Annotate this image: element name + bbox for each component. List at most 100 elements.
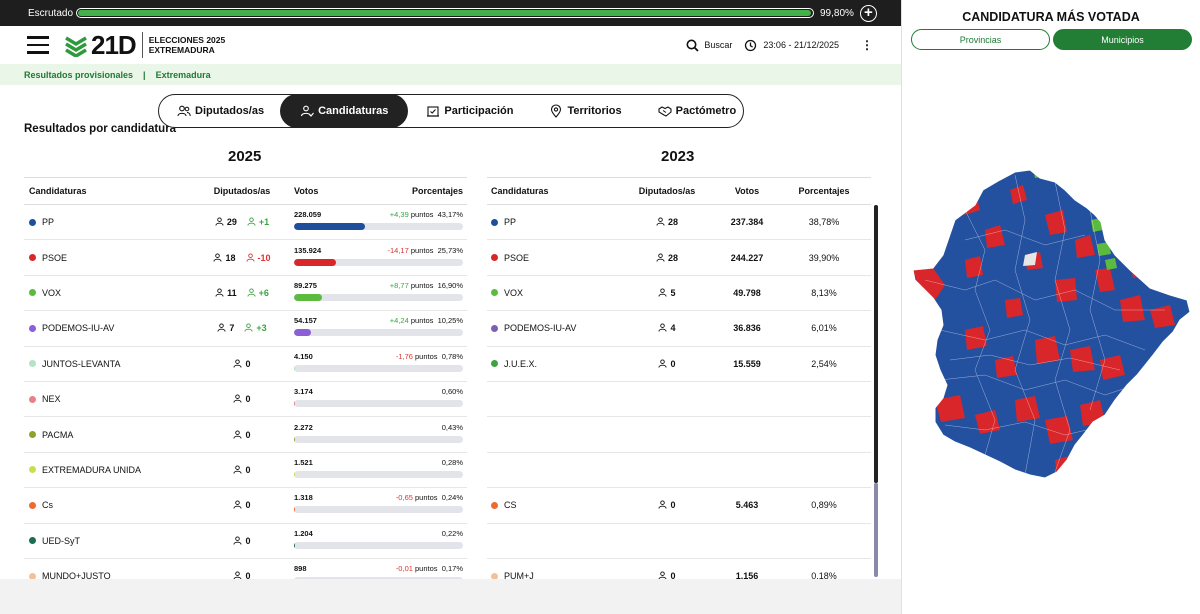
toggle-municipios[interactable]: Municipios xyxy=(1053,29,1192,50)
party-name: Cs xyxy=(42,500,53,511)
seat-person-icon xyxy=(215,288,224,297)
party-cell: PSOE xyxy=(487,253,617,263)
party-cell: PSOE xyxy=(24,253,194,263)
party-color-dot xyxy=(491,501,498,509)
expand-plus-icon[interactable]: + xyxy=(859,4,877,22)
view-tabs: Diputados/as Candidaturas Participación … xyxy=(158,94,744,128)
table-row[interactable]: UED-SyT 0 1.204 0,22% xyxy=(24,524,467,559)
percent-value: 8,13% xyxy=(811,287,837,298)
map-panel-title: CANDIDATURA MÁS VOTADA xyxy=(962,10,1140,24)
percent-bar-track xyxy=(294,400,463,408)
votes-cell: 228.059 +4,39 puntos 43,17% xyxy=(290,210,467,231)
party-cell: MUNDO+JUSTO xyxy=(24,571,194,581)
scrutiny-percent: 99,80% xyxy=(820,7,854,19)
delta-points: +4,39 xyxy=(389,210,409,220)
seats-cell: 0 xyxy=(617,500,717,510)
party-cell: Cs xyxy=(24,500,194,510)
seats-value: 0 xyxy=(245,535,251,546)
percent-value: 0,22% xyxy=(441,528,463,538)
breadcrumb-item-results[interactable]: Resultados provisionales xyxy=(24,69,134,80)
table-row[interactable]: VOX 5 49.798 8,13% xyxy=(487,276,871,312)
table-row[interactable]: PODEMOS-IU-AV 7 +3 54.157 +4,24 puntos 10,25… xyxy=(24,311,467,347)
table-row[interactable]: PODEMOS-IU-AV 4 36.836 6,01% xyxy=(487,311,871,347)
tab-pactometro[interactable]: Pactómetro xyxy=(640,94,755,128)
table-row[interactable]: VOX 11 +6 89.275 +8,77 puntos 16,90% xyxy=(24,276,467,312)
seat-change-person-icon xyxy=(244,323,253,333)
percent-value: 0,60% xyxy=(441,387,463,397)
votes-value: 237.384 xyxy=(730,217,764,228)
breadcrumb-separator: | xyxy=(143,69,146,80)
percent-bar-track xyxy=(294,223,463,231)
seats-value: 0 xyxy=(245,500,251,511)
votes-value: 135.924 xyxy=(294,245,322,255)
table-scrollbar[interactable] xyxy=(874,205,878,577)
tab-diputados[interactable]: Diputados/as xyxy=(159,94,282,128)
votes-cell: 54.157 +4,24 puntos 10,25% xyxy=(290,316,467,337)
table-header-2023: Candidaturas Diputados/as Votos Porcenta… xyxy=(487,177,871,205)
tab-participacion[interactable]: Participación xyxy=(408,94,531,128)
empty-table-row xyxy=(487,524,871,559)
percent-value: +8,77 puntos 16,90% xyxy=(389,280,463,290)
seats-value: 0 xyxy=(245,358,251,369)
votes-value: 54.157 xyxy=(294,316,317,326)
table-row[interactable]: NEX 0 3.174 0,60% xyxy=(24,382,467,418)
table-row[interactable]: Cs 0 1.318 -0,65 puntos 0,24% xyxy=(24,488,467,524)
votes-value: 1.318 xyxy=(294,493,313,503)
delta-points: -14,17 xyxy=(387,245,409,255)
percent-bar-track xyxy=(294,470,463,478)
site-header: 21D ELECCIONES 2025 EXTREMADURA Buscar 2… xyxy=(0,26,901,64)
percent-bar-track xyxy=(294,258,463,266)
party-color-dot xyxy=(29,395,36,403)
table-row[interactable]: PACMA 0 2.272 0,43% xyxy=(24,417,467,453)
votes-value: 1.156 xyxy=(735,571,759,582)
table-row[interactable]: PSOE 28 244.227 39,90% xyxy=(487,240,871,276)
tab-territorios[interactable]: Territorios xyxy=(531,94,639,128)
seat-person-icon xyxy=(233,465,243,474)
seats-value: 0 xyxy=(670,358,676,369)
history-clock-icon xyxy=(745,39,757,51)
table-row[interactable]: EXTREMADURA UNIDA 0 1.521 0,28% xyxy=(24,453,467,489)
votes-value: 15.559 xyxy=(733,358,761,369)
ballot-icon xyxy=(427,106,440,117)
logo[interactable]: 21D ELECCIONES 2025 EXTREMADURA xyxy=(64,30,225,61)
search-button[interactable]: Buscar xyxy=(704,40,733,50)
party-cell: NEX xyxy=(24,394,194,404)
seats-change: +1 xyxy=(247,217,269,227)
results-table-2023: Candidaturas Diputados/as Votos Porcenta… xyxy=(487,177,871,595)
table-row[interactable]: PP 28 237.384 38,78% xyxy=(487,205,871,241)
empty-table-row xyxy=(487,382,871,418)
seats-change: +3 xyxy=(244,323,267,333)
seats-cell: 5 xyxy=(617,288,717,298)
header-votos-porcentajes: Votos Porcentajes xyxy=(294,186,463,196)
votes-cell: 1.318 -0,65 puntos 0,24% xyxy=(290,493,467,514)
table-row[interactable]: J.U.E.X. 0 15.559 2,54% xyxy=(487,347,871,382)
seat-person-icon xyxy=(658,500,668,509)
table-row[interactable]: PP 29 +1 228.059 +4,39 puntos 43,17% xyxy=(24,205,467,241)
votes-value: 2.272 xyxy=(294,422,313,432)
percent-bar-fill xyxy=(294,364,296,372)
points-label: puntos xyxy=(410,210,434,220)
more-options-icon[interactable]: ⋮ xyxy=(861,38,873,52)
table-row[interactable]: JUNTOS-LEVANTA 0 4.150 -1,76 puntos 0,78% xyxy=(24,347,467,382)
seat-person-icon xyxy=(215,217,224,226)
percent-bar-fill xyxy=(294,400,295,408)
menu-icon[interactable] xyxy=(27,36,49,54)
party-color-dot xyxy=(29,431,36,439)
party-name: PSOE xyxy=(42,252,68,263)
table-row[interactable]: CS 0 5.463 0,89% xyxy=(487,488,871,524)
party-color-dot xyxy=(29,537,36,545)
tab-candidaturas[interactable]: Candidaturas xyxy=(280,94,409,128)
percent-value: -1,76 puntos 0,78% xyxy=(395,351,463,361)
votes-value: 4.150 xyxy=(294,351,313,361)
seats-cell: 11 +6 xyxy=(194,288,290,298)
breadcrumb-item-region[interactable]: Extremadura xyxy=(155,69,211,80)
search-icon[interactable] xyxy=(686,39,700,52)
toggle-provincias[interactable]: Provincias xyxy=(911,29,1050,50)
section-title: Resultados por candidatura xyxy=(24,123,177,135)
delta-points: +4,24 xyxy=(389,316,409,326)
points-label: puntos xyxy=(410,245,434,255)
percent-bar-fill xyxy=(294,293,322,301)
table-row[interactable]: PSOE 18 -10 135.924 -14,17 puntos 25,73% xyxy=(24,240,467,276)
party-name: PUM+J xyxy=(504,571,534,582)
extremadura-municipal-map[interactable] xyxy=(905,160,1197,490)
